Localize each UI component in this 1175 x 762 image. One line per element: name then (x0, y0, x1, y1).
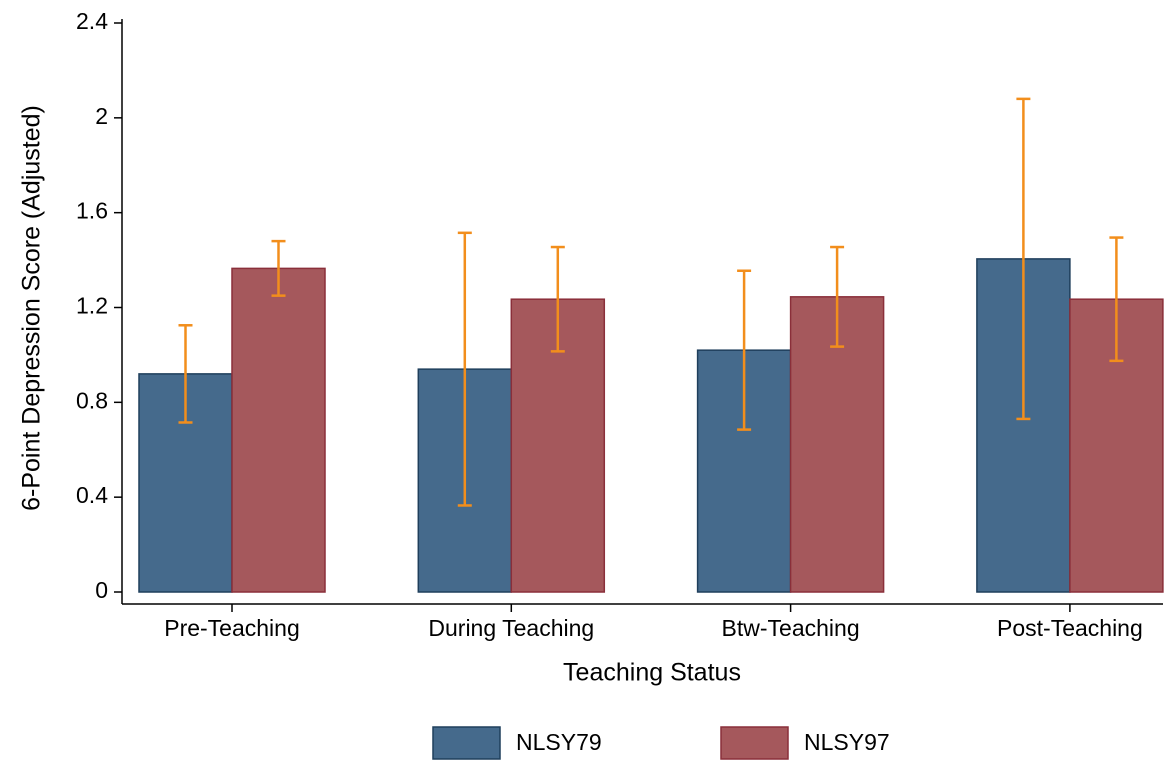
x-tick-label: During Teaching (428, 615, 594, 641)
x-tick-label: Btw-Teaching (722, 615, 860, 641)
y-tick-label: 1.2 (76, 293, 108, 319)
y-tick-label: 2.4 (76, 8, 108, 34)
error-bar (457, 231, 472, 507)
bar (231, 267, 326, 593)
error-bar (271, 239, 286, 297)
y-tick-label: 0.4 (76, 482, 108, 508)
legend-label: NLSY97 (804, 729, 890, 755)
error-bar (178, 324, 193, 424)
y-tick-label: 0 (95, 577, 108, 603)
y-tick-label: 2 (95, 103, 108, 129)
error-bar (550, 245, 565, 353)
legend-swatch (432, 726, 501, 760)
x-axis-title: Teaching Status (563, 659, 741, 687)
y-tick-label: 0.8 (76, 387, 108, 413)
x-tick-label: Pre-Teaching (164, 615, 300, 641)
y-tick-label: 1.6 (76, 198, 108, 224)
error-bar (737, 269, 752, 431)
x-tick-label: Post-Teaching (997, 615, 1143, 641)
legend-swatch (720, 726, 789, 760)
y-axis-title: 6-Point Depression Score (Adjusted) (18, 105, 46, 511)
error-bar (1109, 236, 1124, 363)
error-bar (1016, 97, 1031, 421)
error-bar (830, 245, 845, 348)
legend-label: NLSY79 (516, 729, 602, 755)
